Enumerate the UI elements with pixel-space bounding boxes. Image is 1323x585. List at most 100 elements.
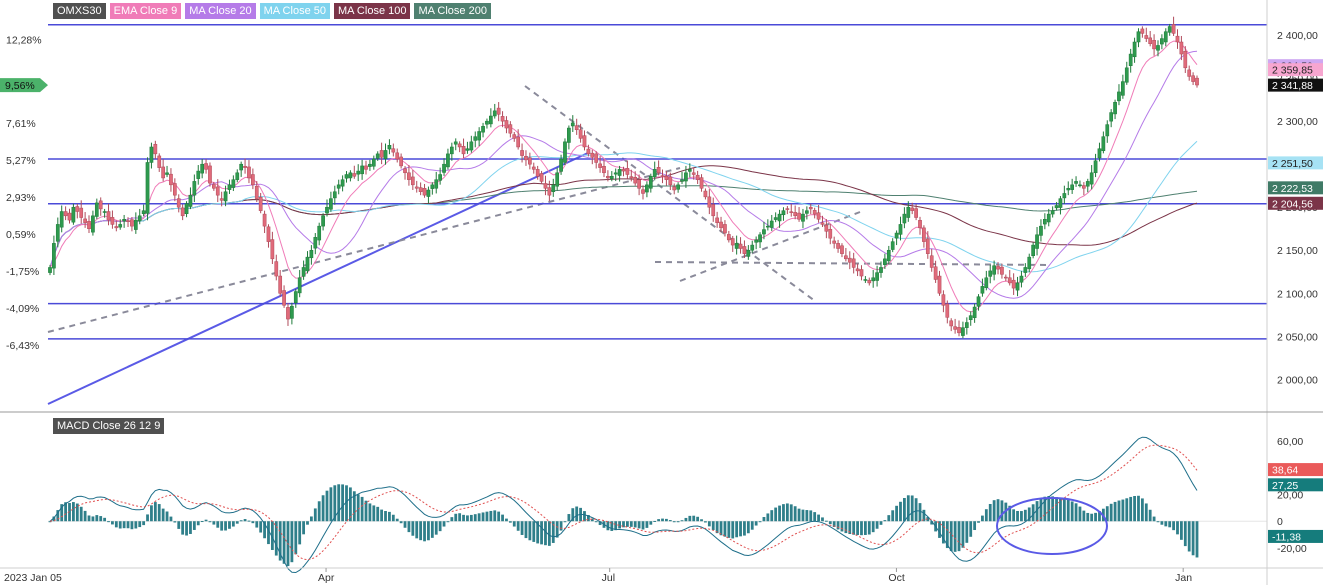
svg-text:2 251,50: 2 251,50 (1272, 158, 1313, 170)
candle (286, 303, 290, 326)
candle (317, 222, 322, 246)
candle (1140, 26, 1145, 38)
macd-histogram-bar (922, 509, 926, 522)
candle (941, 290, 946, 313)
candle (707, 189, 712, 215)
candle (543, 175, 548, 196)
legend-item[interactable]: EMA Close 9 (109, 3, 182, 19)
candle (758, 232, 762, 248)
candle (797, 207, 801, 222)
macd-histogram-bar (1082, 510, 1086, 522)
candle (414, 180, 419, 193)
legend-item[interactable]: OMXS30 (53, 3, 106, 19)
candle (251, 168, 255, 190)
macd-histogram-bar (1070, 501, 1074, 522)
candle (485, 118, 489, 129)
macd-histogram-bar (442, 521, 446, 527)
macd-histogram-bar (551, 521, 555, 543)
macd-histogram-bar (1031, 504, 1035, 522)
macd-histogram-bar (247, 520, 251, 522)
candle (75, 203, 80, 219)
macd-histogram-bar (462, 514, 465, 522)
macd-histogram-bar (1109, 503, 1113, 522)
candle (648, 173, 653, 193)
legend-item[interactable]: MA Close 20 (185, 3, 256, 19)
macd-histogram-bar (267, 521, 270, 545)
candle (828, 224, 833, 245)
candle (496, 102, 501, 122)
macd-histogram-bar (1008, 505, 1012, 522)
macd-histogram-bar (614, 521, 618, 531)
candle (602, 159, 606, 178)
price-tick-label: 2 150,00 (1277, 245, 1318, 257)
candle (551, 178, 556, 197)
candle (1171, 16, 1176, 36)
candle (808, 203, 813, 215)
candle (590, 149, 595, 165)
candle (55, 217, 60, 248)
candle (449, 142, 454, 161)
candle (204, 159, 208, 174)
candle (1183, 46, 1188, 73)
macd-histogram-bar (1090, 513, 1094, 522)
candle (1078, 180, 1082, 188)
macd-histogram-bar (1094, 512, 1097, 522)
candle (1144, 27, 1149, 42)
candle (254, 181, 259, 203)
macd-histogram-bar (782, 504, 785, 522)
macd-histogram-bar (118, 521, 122, 529)
macd-histogram-bar (345, 485, 348, 522)
macd-histogram-bar (274, 521, 278, 556)
macd-histogram-bar (1125, 498, 1129, 522)
candle (418, 182, 423, 196)
candle (274, 254, 279, 281)
candle (169, 168, 173, 192)
legend-item[interactable]: MA Close 200 (414, 3, 491, 19)
macd-histogram-bar (231, 521, 235, 527)
macd-histogram-bar (1176, 521, 1179, 535)
price-tag: 2 251,50 (1268, 156, 1323, 170)
legend-item[interactable]: MA Close 50 (259, 3, 330, 19)
candle (52, 235, 56, 276)
candle (321, 213, 325, 231)
candle (1019, 270, 1024, 288)
svg-text:2 359,85: 2 359,85 (1272, 65, 1313, 77)
macd-histogram-bar (653, 520, 657, 522)
macd-histogram-bar (696, 516, 700, 522)
macd-histogram-bar (583, 511, 586, 522)
candle (578, 123, 583, 143)
candle (781, 207, 786, 221)
candle (469, 135, 474, 153)
candle (430, 182, 435, 195)
legend-item[interactable]: MA Close 100 (333, 3, 411, 19)
macd-histogram-bar (844, 521, 848, 534)
macd-histogram-bar (251, 521, 255, 524)
macd-histogram-bar (793, 506, 797, 522)
macd-histogram-bar (1012, 509, 1016, 522)
macd-histogram-bar (641, 521, 645, 530)
ma-20-line (49, 50, 1198, 299)
price-tick-label: 2 050,00 (1277, 331, 1318, 343)
macd-histogram-bar (1172, 521, 1175, 531)
percent-tick-label: -6,43% (6, 340, 39, 352)
macd-histogram-bar (704, 521, 707, 523)
candle (516, 129, 521, 150)
macd-histogram-bar (754, 521, 758, 526)
macd-histogram-bar (586, 515, 590, 522)
macd-histogram-bar (973, 521, 977, 531)
candle (988, 264, 993, 284)
macd-histogram-bar (153, 502, 157, 522)
candle (528, 152, 532, 170)
macd-histogram-bar (645, 521, 649, 528)
candle (118, 219, 123, 230)
candle (582, 130, 587, 151)
candle (1113, 99, 1117, 120)
macd-histogram-bar (770, 510, 774, 522)
time-tick-label: Jan (1175, 572, 1192, 584)
candle (208, 162, 212, 187)
candle (824, 219, 829, 239)
macd-legend-label: MACD Close 26 12 9 (53, 418, 165, 434)
macd-histogram-bar (1105, 506, 1109, 522)
percent-tick-label: 0,59% (6, 229, 36, 241)
macd-histogram-bar (485, 511, 489, 522)
